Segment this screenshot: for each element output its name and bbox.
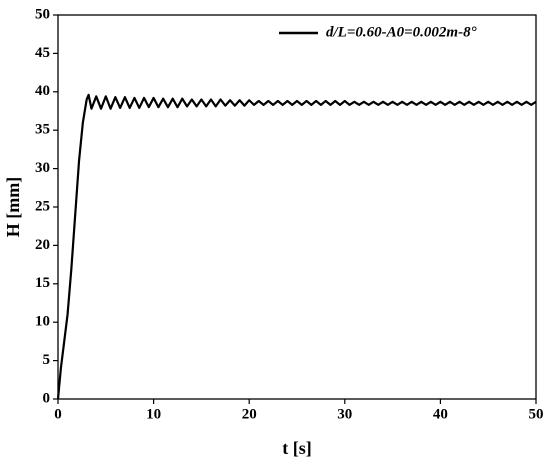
y-axis-title: H [mm]	[3, 177, 23, 237]
x-tick-label: 20	[242, 406, 257, 422]
x-tick-label: 50	[529, 406, 544, 422]
y-tick-label: 0	[43, 390, 51, 406]
y-tick-label: 40	[35, 83, 50, 99]
x-tick-label: 0	[54, 406, 62, 422]
x-tick-label: 10	[146, 406, 161, 422]
y-tick-label: 20	[35, 237, 50, 253]
plot-frame	[57, 14, 537, 400]
y-tick-label: 15	[35, 275, 50, 291]
y-tick-label: 5	[43, 352, 51, 368]
y-tick-label: 50	[35, 6, 50, 22]
data-line	[56, 93, 537, 400]
y-tick-label: 30	[35, 160, 50, 176]
x-tick-label: 30	[337, 406, 352, 422]
y-tick-label: 45	[35, 45, 50, 61]
legend-label: d/L=0.60-A0=0.002m-8°	[326, 24, 477, 40]
x-tick-label: 40	[433, 406, 448, 422]
y-tick-label: 35	[35, 122, 50, 138]
y-tick-label: 25	[35, 198, 50, 214]
x-axis-title: t [s]	[282, 438, 312, 458]
y-tick-label: 10	[35, 314, 50, 330]
